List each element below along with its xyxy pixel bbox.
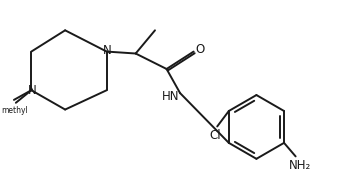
Text: methyl: methyl xyxy=(2,106,28,115)
Text: Cl: Cl xyxy=(210,129,221,142)
Text: HN: HN xyxy=(162,91,179,103)
Text: N: N xyxy=(103,44,112,57)
Text: O: O xyxy=(196,43,205,56)
Text: N: N xyxy=(28,84,37,97)
Text: NH₂: NH₂ xyxy=(289,159,312,172)
